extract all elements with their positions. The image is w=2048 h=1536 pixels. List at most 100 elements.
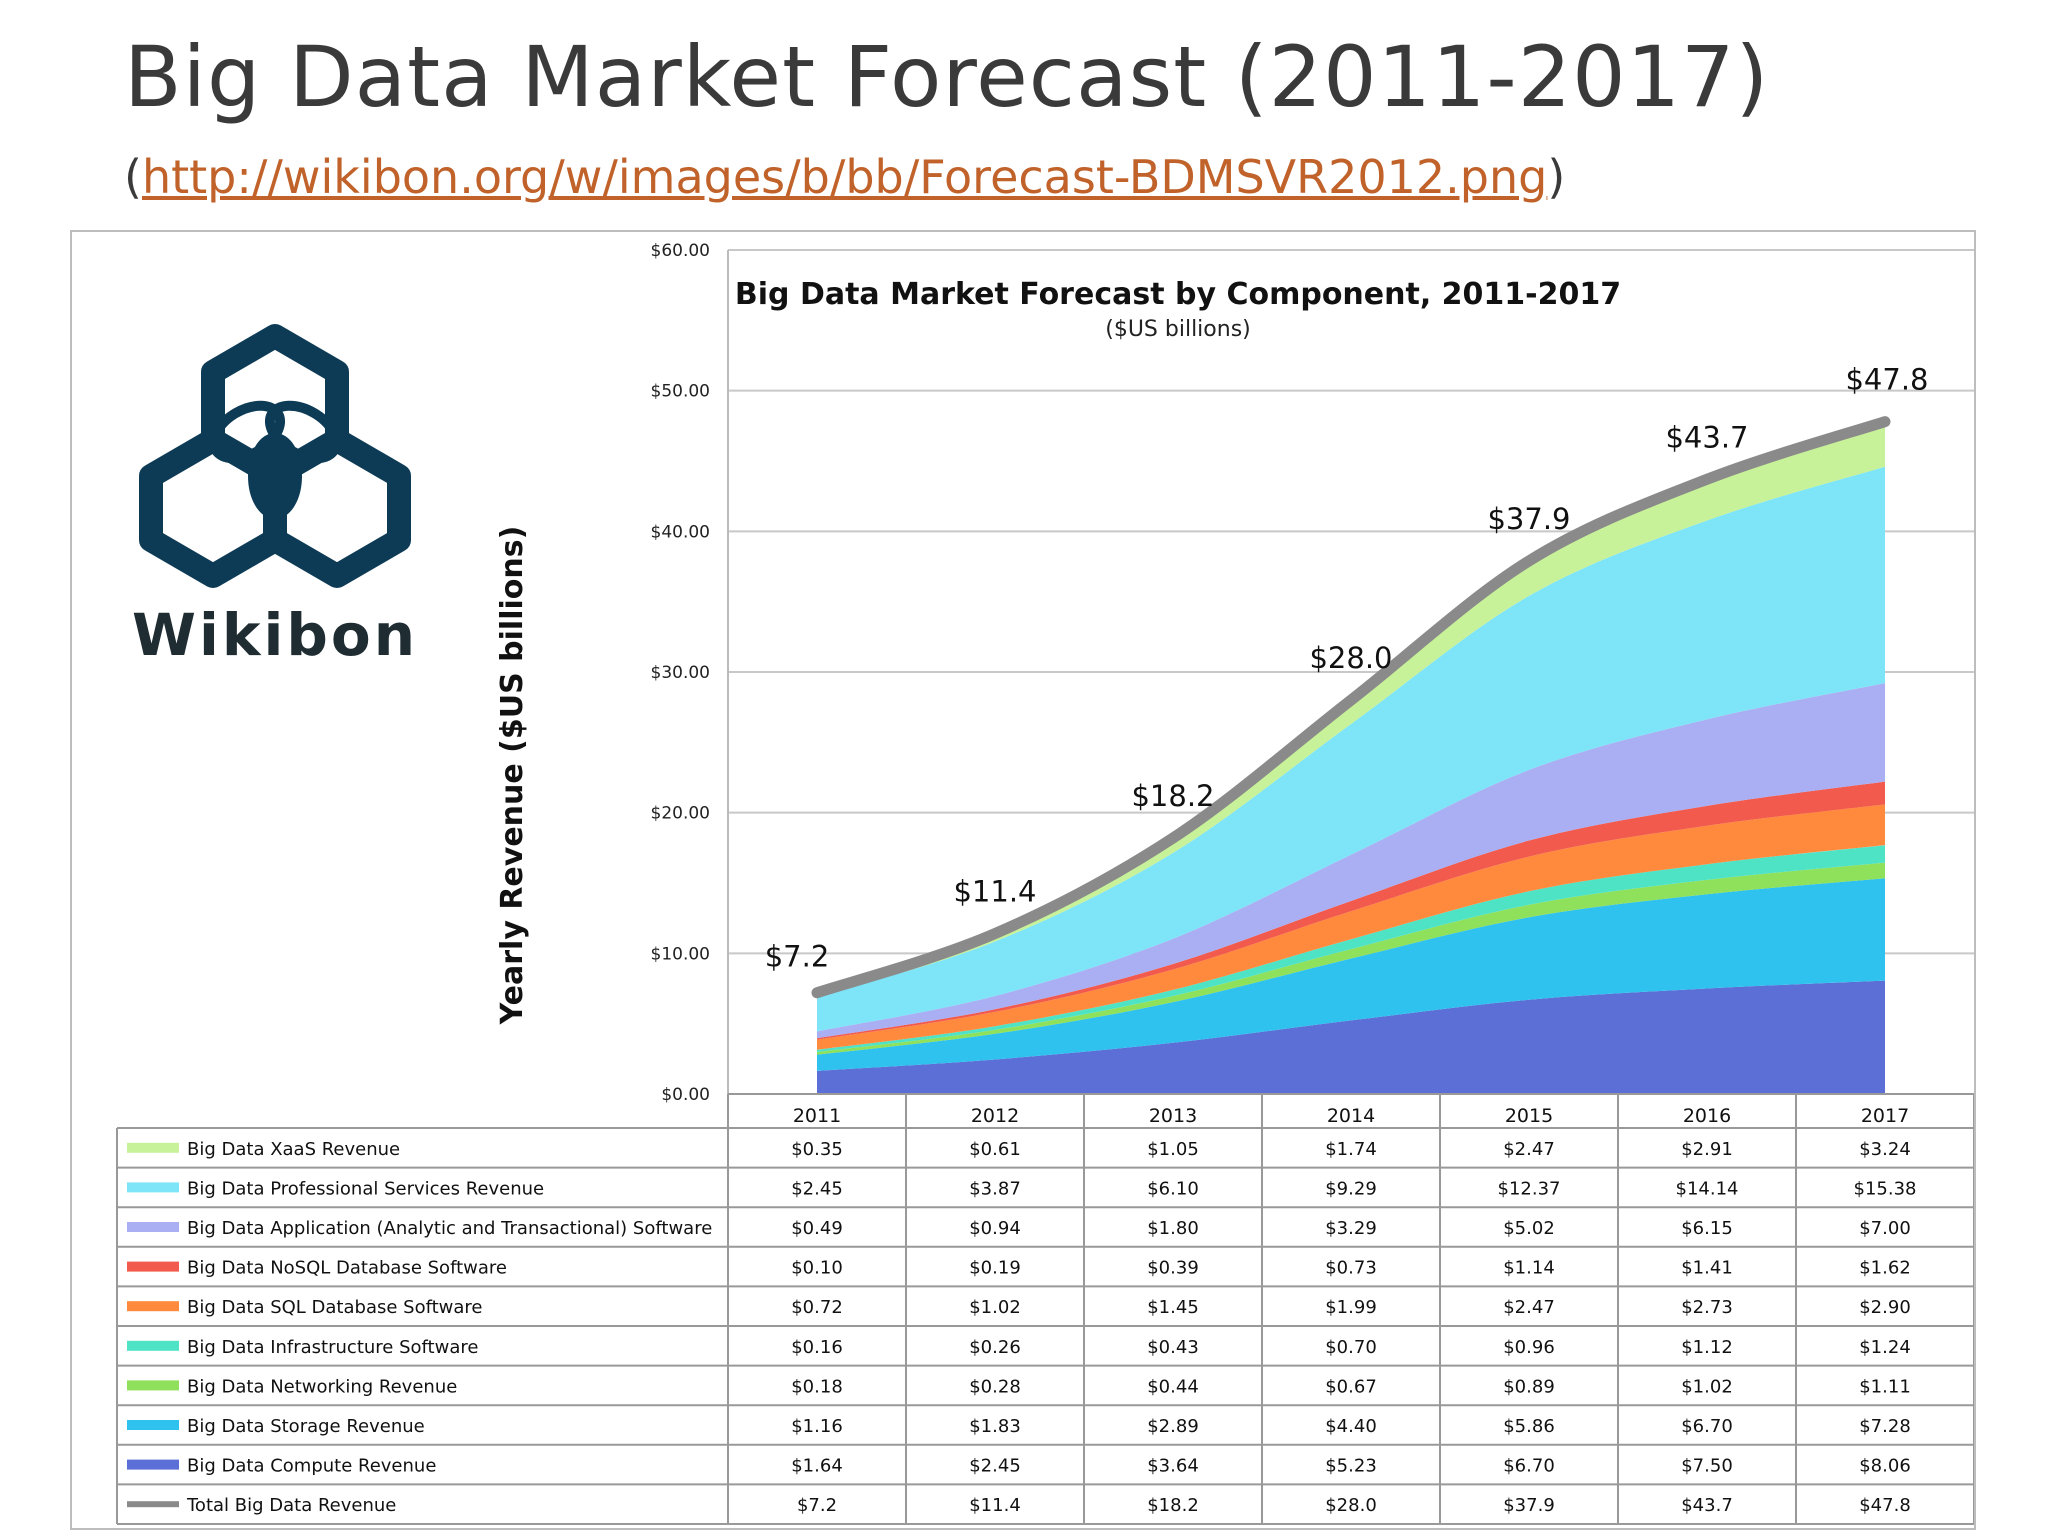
area-big-data-professional-services-revenue (817, 466, 1885, 1032)
table-cell: $7.00 (1859, 1218, 1911, 1239)
table-cell: $2.89 (1147, 1416, 1199, 1437)
table-cell: $1.11 (1859, 1376, 1911, 1397)
table-cell: $2.73 (1681, 1297, 1733, 1318)
table-cell: $9.29 (1325, 1178, 1377, 1199)
table-cell: $4.40 (1325, 1416, 1377, 1437)
table-row-label: Big Data Infrastructure Software (187, 1337, 478, 1358)
table-cell: $2.91 (1681, 1139, 1733, 1160)
logo-bee-icon (208, 400, 342, 519)
table-cell: $0.44 (1147, 1376, 1199, 1397)
table-cell: $0.18 (791, 1376, 843, 1397)
table-row-label: Big Data Networking Revenue (187, 1376, 457, 1397)
y-tick-label: $50.00 (651, 382, 710, 402)
y-tick-label: $40.00 (651, 522, 710, 542)
table-cell: $2.90 (1859, 1297, 1911, 1318)
table-cell: $0.70 (1325, 1337, 1377, 1358)
slide-title: Big Data Market Forecast (2011-2017) (124, 28, 1770, 126)
table-cell: $0.89 (1503, 1376, 1555, 1397)
table-row-label: Big Data Compute Revenue (187, 1456, 436, 1477)
table-cell: $1.16 (791, 1416, 843, 1437)
table-cell: $0.49 (791, 1218, 843, 1239)
table-cell: $3.29 (1325, 1218, 1377, 1239)
legend-swatch (127, 1420, 179, 1430)
table-cell: $3.24 (1859, 1139, 1911, 1160)
table-cell: $6.15 (1681, 1218, 1733, 1239)
legend-swatch (127, 1182, 179, 1193)
total-data-label: $18.2 (1131, 779, 1214, 813)
table-cell: $6.70 (1681, 1416, 1733, 1437)
y-tick-label: $0.00 (661, 1085, 710, 1105)
table-row-label: Big Data Professional Services Revenue (187, 1178, 544, 1199)
table-cell: $1.05 (1147, 1139, 1199, 1160)
table-cell: $6.70 (1503, 1456, 1555, 1477)
total-data-label: $37.9 (1487, 502, 1570, 536)
table-cell: $28.0 (1325, 1495, 1377, 1516)
x-tick-label: 2013 (1149, 1105, 1197, 1127)
area-big-data-xaas-revenue (817, 421, 1885, 997)
chart-subtitle: ($US billions) (1105, 317, 1251, 342)
stacked-areas (817, 421, 1885, 1094)
table-cell: $5.23 (1325, 1456, 1377, 1477)
table-cell: $0.16 (791, 1337, 843, 1358)
x-tick-label: 2012 (971, 1105, 1019, 1127)
table-cell: $0.61 (969, 1139, 1021, 1160)
table-cell: $8.06 (1859, 1456, 1911, 1477)
table-cell: $0.10 (791, 1258, 843, 1279)
y-tick-label: $60.00 (651, 241, 710, 261)
table-cell: $7.28 (1859, 1416, 1911, 1437)
x-tick-label: 2014 (1327, 1105, 1375, 1127)
total-data-label: $11.4 (953, 875, 1036, 909)
legend-swatch (127, 1222, 179, 1232)
table-cell: $7.50 (1681, 1456, 1733, 1477)
legend-swatch (127, 1459, 179, 1470)
source-link[interactable]: http://wikibon.org/w/images/b/bb/Forecas… (141, 150, 1548, 204)
total-revenue-line (811, 416, 1891, 999)
table-cell: $11.4 (969, 1495, 1021, 1516)
table-cell: $2.47 (1503, 1139, 1555, 1160)
table-cell: $15.38 (1854, 1178, 1917, 1199)
table-cell: $5.86 (1503, 1416, 1555, 1437)
source-line: (http://wikibon.org/w/images/b/bb/Foreca… (124, 150, 1565, 204)
table-cell: $0.96 (1503, 1337, 1555, 1358)
data-table: 2011 2012 2013 2014 2015 2016 2017 Big Data Xaa… (116, 1093, 1975, 1525)
x-tick-label: 2015 (1505, 1105, 1553, 1127)
table-cell: $0.28 (969, 1376, 1021, 1397)
table-cell: $1.83 (969, 1416, 1021, 1437)
table-cell: $0.39 (1147, 1258, 1199, 1279)
source-open-paren: ( (124, 150, 142, 204)
table-row-label: Big Data Application (Analytic and Trans… (187, 1218, 712, 1239)
legend-swatch (127, 1501, 179, 1508)
table-cell: $3.87 (969, 1178, 1021, 1199)
legend-swatch (127, 1340, 179, 1351)
table-cell: $1.02 (969, 1297, 1021, 1318)
table-cell: $0.26 (969, 1337, 1021, 1358)
legend-swatch (127, 1261, 179, 1272)
table-cell: $0.19 (969, 1258, 1021, 1279)
table-cell: $1.12 (1681, 1337, 1733, 1358)
logo-text: Wikibon (132, 601, 418, 669)
chart-svg: Wikibon Big Data Market Forecast by Comp… (116, 241, 1975, 1525)
table-cell: $2.45 (969, 1456, 1021, 1477)
legend-swatch (127, 1301, 179, 1312)
chart-title: Big Data Market Forecast by Component, 2… (735, 277, 1621, 312)
y-tick-labels: $0.00 $10.00 $20.00 $30.00 $40.00 $50.00 $60.0… (651, 241, 710, 1105)
table-cell: $7.2 (797, 1495, 837, 1516)
legend-swatch (127, 1380, 179, 1391)
table-row-label: Big Data NoSQL Database Software (187, 1258, 507, 1279)
table-cell: $1.45 (1147, 1297, 1199, 1318)
area-big-data-networking-revenue (817, 862, 1885, 1055)
table-cell: $47.8 (1859, 1495, 1911, 1516)
total-data-label: $7.2 (765, 940, 830, 974)
table-cell: $3.64 (1147, 1456, 1199, 1477)
table-cell: $1.24 (1859, 1337, 1911, 1358)
x-tick-label: 2011 (793, 1105, 841, 1127)
table-cell: $0.43 (1147, 1337, 1199, 1358)
table-cell: $1.64 (791, 1456, 843, 1477)
area-big-data-sql-database-software (817, 804, 1885, 1050)
total-data-label: $43.7 (1665, 420, 1748, 454)
table-row-label: Big Data XaaS Revenue (187, 1139, 400, 1160)
table-row-label: Big Data Storage Revenue (187, 1416, 425, 1437)
table-cell: $2.47 (1503, 1297, 1555, 1318)
table-cell: $0.72 (791, 1297, 843, 1318)
table-cell: $37.9 (1503, 1495, 1555, 1516)
